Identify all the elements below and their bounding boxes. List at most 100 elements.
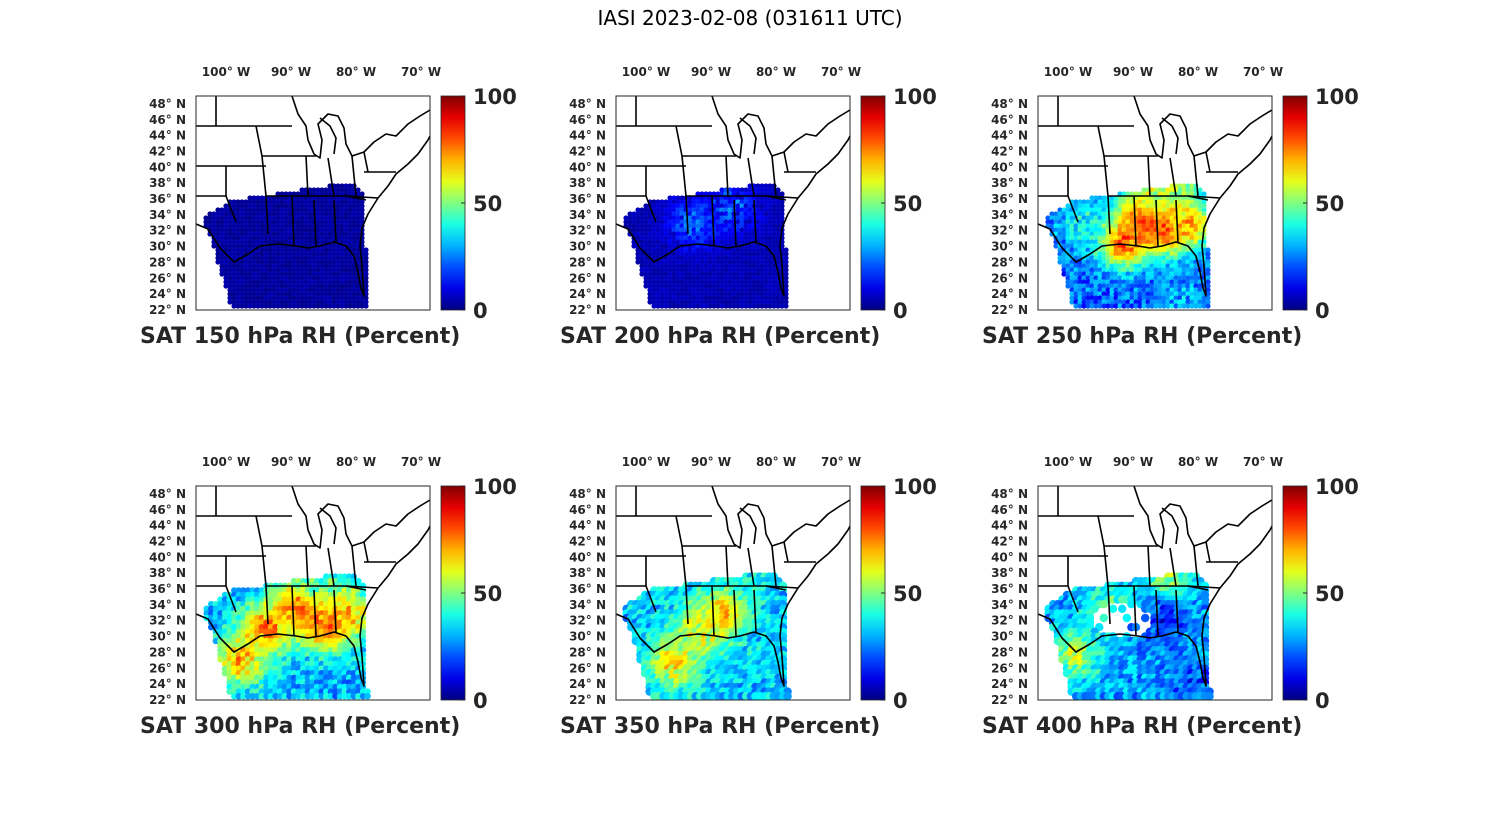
rh-point (359, 596, 367, 603)
rh-point (1141, 287, 1147, 293)
rh-point (1113, 235, 1119, 241)
rh-point (655, 275, 661, 281)
rh-point (1149, 271, 1155, 277)
rh-point (277, 683, 284, 691)
rh-point (1097, 271, 1103, 277)
rh-point (355, 295, 361, 301)
rh-point (1089, 235, 1095, 241)
rh-point (291, 255, 297, 261)
rh-point (1165, 283, 1171, 289)
rh-point (1085, 211, 1091, 217)
rh-point (226, 656, 233, 663)
rh-point (267, 596, 275, 603)
rh-point (691, 215, 697, 221)
rh-point (1085, 279, 1091, 285)
rh-point (1061, 215, 1067, 221)
rh-point (295, 299, 301, 305)
rh-point (351, 283, 357, 289)
rh-point (299, 255, 305, 261)
rh-point (1053, 227, 1059, 233)
rh-point (667, 267, 673, 273)
rh-point (1065, 203, 1071, 209)
rh-point (1101, 283, 1107, 289)
rh-point (1145, 223, 1151, 229)
colorbar-tick-label: 0 (1315, 299, 1330, 323)
rh-point (1101, 223, 1107, 229)
rh-point (1061, 223, 1067, 229)
rh-point (727, 187, 733, 193)
rh-point (323, 303, 329, 309)
rh-point (319, 199, 325, 205)
lat-tick-label: 48° N (991, 97, 1028, 111)
rh-point (355, 683, 362, 691)
rh-point (671, 251, 677, 257)
rh-point (1157, 295, 1163, 301)
rh-point (1097, 211, 1103, 217)
rh-point (1121, 299, 1127, 305)
rh-point (755, 271, 761, 277)
rh-point (303, 231, 309, 237)
rh-point (679, 271, 685, 277)
rh-point (1205, 303, 1211, 309)
rh-point (635, 223, 641, 229)
rh-point (1129, 227, 1135, 233)
rh-point (231, 642, 238, 649)
rh-point (779, 199, 785, 205)
rh-point (226, 633, 233, 640)
rh-point (331, 295, 337, 301)
rh-point (707, 291, 713, 297)
rh-point (727, 267, 733, 273)
rh-point (1057, 211, 1063, 217)
rh-point (1117, 287, 1123, 293)
rh-point (299, 295, 305, 301)
rh-point (227, 283, 233, 289)
border-line (291, 585, 295, 637)
rh-point (643, 207, 649, 213)
rh-point (727, 207, 733, 213)
rh-point (703, 279, 709, 285)
rh-point (763, 231, 769, 237)
rh-point (359, 295, 365, 301)
rh-point (747, 207, 753, 213)
rh-point (679, 215, 685, 221)
rh-point (1077, 227, 1083, 233)
rh-point (1205, 287, 1211, 293)
rh-point (1161, 187, 1167, 193)
rh-point (283, 287, 289, 293)
rh-point (1149, 207, 1155, 213)
rh-point (715, 279, 721, 285)
rh-point (715, 283, 721, 289)
rh-point (719, 199, 725, 205)
rh-point (290, 674, 298, 681)
rh-point (1157, 187, 1163, 193)
rh-point (767, 283, 773, 289)
rh-point (247, 215, 253, 221)
map-borders (195, 485, 431, 687)
rh-point (743, 203, 749, 209)
rh-point (350, 624, 357, 631)
rh-point (240, 670, 247, 677)
rh-point (1069, 215, 1075, 221)
rh-point (763, 227, 769, 233)
rh-point (332, 683, 339, 691)
rh-point (359, 601, 367, 608)
rh-point (1141, 203, 1147, 209)
rh-point (1201, 203, 1207, 209)
rh-point (1105, 251, 1111, 257)
rh-point (254, 614, 261, 622)
rh-point (336, 591, 344, 599)
rh-point (631, 243, 637, 249)
rh-point (355, 231, 361, 237)
rh-point (277, 619, 284, 626)
rh-point (1141, 239, 1147, 245)
rh-point (311, 275, 317, 281)
rh-point (1097, 299, 1103, 305)
rh-point (1149, 235, 1155, 241)
rh-point (363, 287, 369, 293)
rh-point (254, 624, 261, 631)
swath-points (622, 572, 792, 701)
rh-point (267, 660, 275, 668)
rh-point (239, 219, 245, 225)
rh-point (341, 688, 348, 695)
rh-point (703, 227, 709, 233)
